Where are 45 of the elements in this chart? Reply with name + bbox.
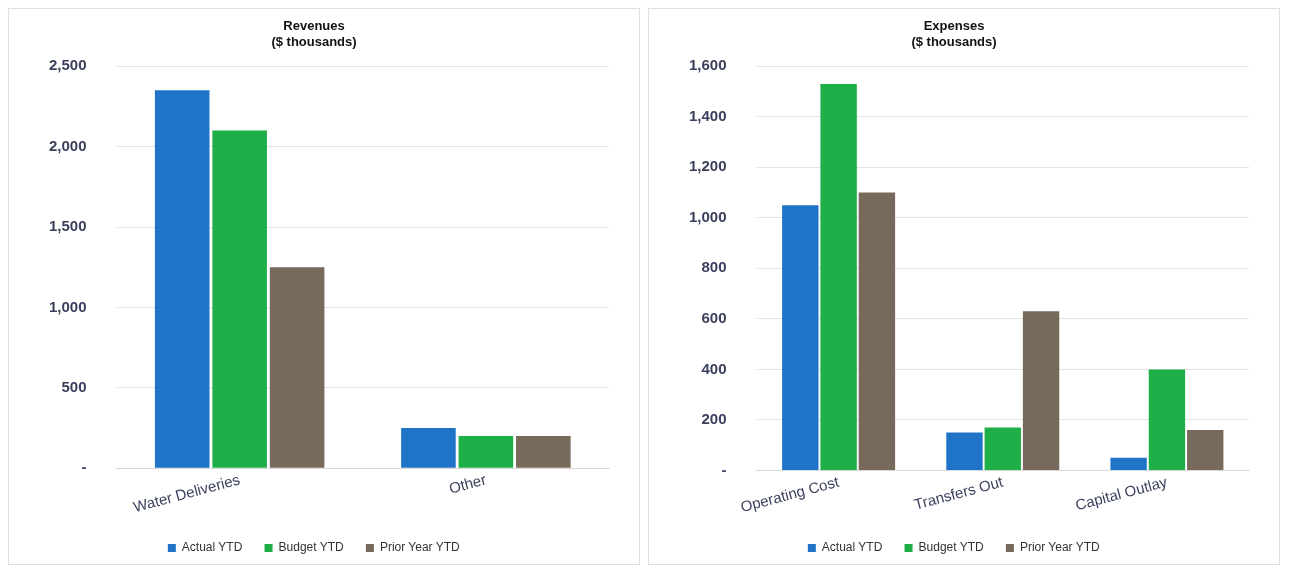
legend-label: Actual YTD xyxy=(821,540,883,555)
chart-title: Expenses xyxy=(923,18,985,34)
bar xyxy=(516,436,571,468)
x-tick-label: Capital Outlay xyxy=(1073,472,1170,514)
legend-label: Budget YTD xyxy=(278,540,345,555)
y-tick-label: 200 xyxy=(701,410,727,428)
y-tick-label: 1,600 xyxy=(688,56,727,74)
bar xyxy=(782,205,819,470)
y-tick-label: 1,200 xyxy=(688,157,727,175)
legend-label: Budget YTD xyxy=(918,540,985,555)
bar xyxy=(1148,369,1186,470)
bar xyxy=(858,192,896,470)
y-tick-label: - xyxy=(721,460,727,478)
bar xyxy=(458,436,514,468)
y-tick-label: 400 xyxy=(701,359,727,377)
x-tick-label: Other xyxy=(447,470,488,497)
legend-label: Actual YTD xyxy=(181,540,243,555)
chart-subtitle: ($ thousands) xyxy=(911,33,997,49)
bar xyxy=(984,427,1021,470)
bar xyxy=(1022,311,1060,470)
bar xyxy=(820,83,857,470)
y-tick-label: - xyxy=(81,458,87,476)
bar xyxy=(946,432,983,470)
y-tick-label: 500 xyxy=(61,378,87,396)
bar xyxy=(401,428,456,468)
y-tick-label: 1,500 xyxy=(48,217,87,235)
y-tick-label: 2,500 xyxy=(48,56,87,74)
y-tick-label: 600 xyxy=(701,309,727,327)
chart-title: Revenues xyxy=(283,18,345,34)
bar xyxy=(1110,457,1147,470)
x-tick-label: Operating Cost xyxy=(738,472,842,516)
x-tick-label: Water Deliveries xyxy=(131,470,242,516)
y-tick-label: 1,000 xyxy=(688,207,727,225)
bar xyxy=(212,130,267,468)
legend-label: Prior Year YTD xyxy=(379,540,461,555)
legend-label: Prior Year YTD xyxy=(1019,540,1101,555)
y-tick-label: 800 xyxy=(701,258,727,276)
chart-subtitle: ($ thousands) xyxy=(271,33,357,49)
bar xyxy=(1187,430,1224,470)
y-tick-label: 2,000 xyxy=(48,136,87,154)
bar xyxy=(154,90,210,468)
x-tick-label: Transfers Out xyxy=(912,472,1006,513)
bar xyxy=(269,267,325,468)
y-tick-label: 1,400 xyxy=(688,106,727,124)
y-tick-label: 1,000 xyxy=(48,297,87,315)
